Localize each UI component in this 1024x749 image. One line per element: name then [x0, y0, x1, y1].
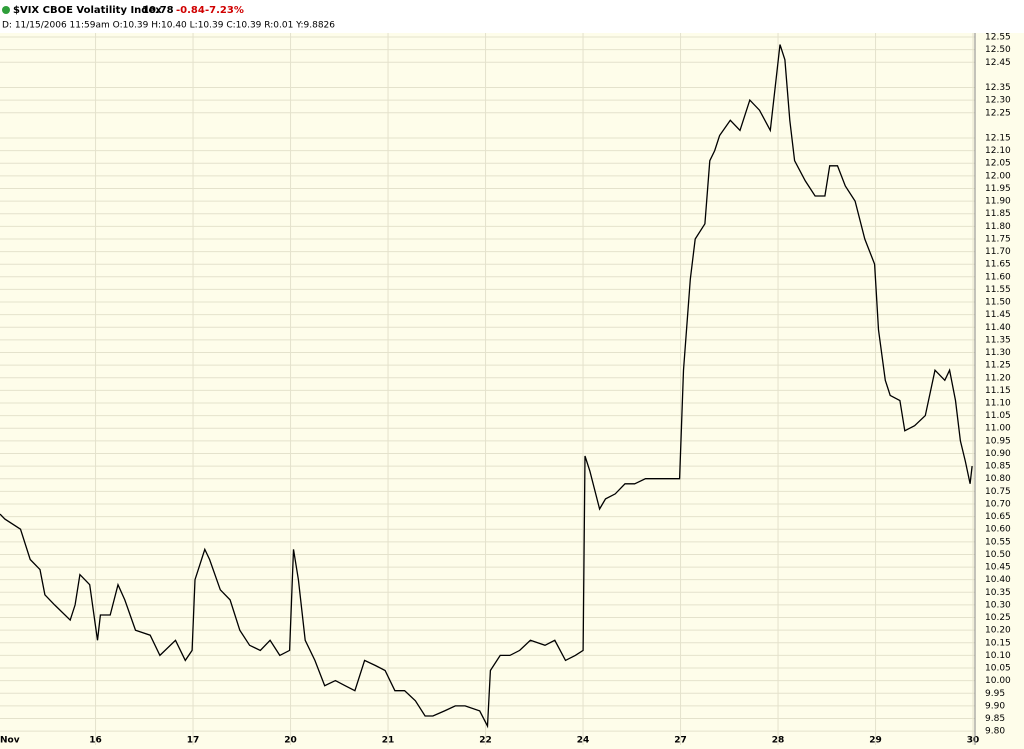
- y-tick-label: 12.25: [985, 108, 1011, 118]
- y-tick-label: 11.75: [985, 234, 1011, 244]
- y-tick-label: 12.45: [985, 58, 1011, 68]
- x-tick-label: 20: [284, 736, 297, 746]
- y-tick-label: 12.30: [985, 96, 1011, 106]
- y-tick-label: 10.60: [985, 525, 1011, 535]
- x-tick-label: 29: [869, 736, 882, 746]
- x-tick-label: 16: [89, 736, 102, 746]
- chart-title: $VIX CBOE Volatility Index: [13, 5, 162, 16]
- x-tick-label: 28: [772, 736, 785, 746]
- y-tick-label: 12.05: [985, 159, 1011, 169]
- y-tick-label: 12.15: [985, 133, 1011, 143]
- y-tick-label: 11.95: [985, 184, 1011, 194]
- status-icon: [2, 6, 10, 14]
- y-tick-label: 10.90: [985, 449, 1011, 459]
- y-tick-label: 10.10: [985, 651, 1011, 661]
- x-tick-label: 17: [187, 736, 200, 746]
- y-tick-label: 11.30: [985, 348, 1011, 358]
- y-tick-label: 10.50: [985, 550, 1011, 560]
- y-tick-label: 10.75: [985, 487, 1011, 497]
- y-tick-label: 11.60: [985, 272, 1011, 282]
- x-tick-label: 30: [967, 736, 980, 746]
- y-tick-label: 10.05: [985, 664, 1011, 674]
- x-tick-label: Nov: [0, 736, 20, 746]
- y-tick-label: 10.00: [985, 676, 1011, 686]
- y-tick-label: 11.05: [985, 411, 1011, 421]
- y-tick-label: 11.00: [985, 424, 1011, 434]
- change: -0.84: [176, 5, 205, 16]
- y-tick-label: 10.35: [985, 588, 1011, 598]
- y-tick-label: 9.95: [985, 689, 1005, 699]
- subtitle: D: 11/15/2006 11:59am O:10.39 H:10.40 L:…: [2, 21, 335, 31]
- x-tick-label: 27: [674, 736, 687, 746]
- y-tick-label: 11.90: [985, 197, 1011, 207]
- x-tick-label: 22: [479, 736, 492, 746]
- y-tick-label: 12.35: [985, 83, 1011, 93]
- y-tick-label: 11.35: [985, 335, 1011, 345]
- y-tick-label: 10.40: [985, 575, 1011, 585]
- header-bg: [0, 0, 1024, 33]
- y-tick-label: 10.85: [985, 462, 1011, 472]
- y-tick-label: 11.10: [985, 399, 1011, 409]
- y-tick-label: 10.65: [985, 512, 1011, 522]
- y-tick-label: 10.55: [985, 537, 1011, 547]
- y-tick-label: 10.45: [985, 563, 1011, 573]
- x-tick-label: 21: [382, 736, 395, 746]
- y-tick-label: 9.80: [985, 727, 1005, 737]
- y-tick-label: 12.55: [985, 33, 1011, 43]
- y-tick-label: 11.20: [985, 373, 1011, 383]
- y-tick-label: 10.70: [985, 499, 1011, 509]
- y-tick-label: 12.00: [985, 171, 1011, 181]
- y-tick-label: 11.85: [985, 209, 1011, 219]
- change-percent: -7.23%: [205, 5, 244, 16]
- y-tick-label: 12.10: [985, 146, 1011, 156]
- y-tick-label: 9.90: [985, 701, 1005, 711]
- y-tick-label: 11.50: [985, 298, 1011, 308]
- y-tick-label: 10.15: [985, 638, 1011, 648]
- price-line: [0, 44, 973, 729]
- y-tick-label: 11.65: [985, 260, 1011, 270]
- y-tick-label: 10.95: [985, 436, 1011, 446]
- last-price: 10.78: [142, 5, 174, 16]
- y-tick-label: 10.20: [985, 626, 1011, 636]
- y-tick-label: 10.80: [985, 474, 1011, 484]
- y-tick-label: 10.25: [985, 613, 1011, 623]
- y-tick-label: 12.50: [985, 45, 1011, 55]
- y-tick-label: 11.25: [985, 361, 1011, 371]
- y-tick-label: 11.40: [985, 323, 1011, 333]
- y-tick-label: 11.80: [985, 222, 1011, 232]
- y-tick-label: 11.15: [985, 386, 1011, 396]
- y-tick-label: 11.45: [985, 310, 1011, 320]
- y-tick-label: 9.85: [985, 714, 1005, 724]
- y-tick-label: 10.30: [985, 600, 1011, 610]
- y-tick-label: 11.70: [985, 247, 1011, 257]
- x-tick-label: 24: [577, 736, 590, 746]
- y-tick-label: 11.55: [985, 285, 1011, 295]
